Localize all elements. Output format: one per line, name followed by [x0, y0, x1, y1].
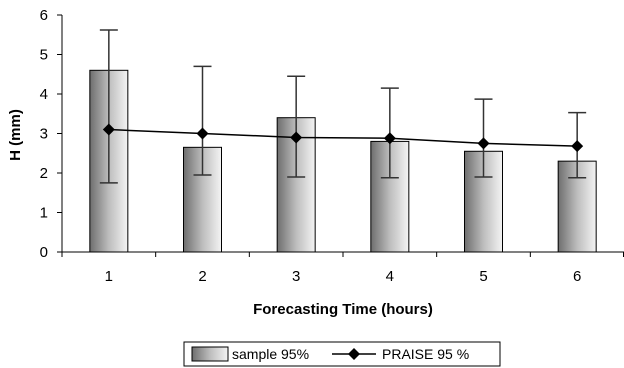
- x-axis-title: Forecasting Time (hours): [253, 301, 433, 318]
- legend-swatch-bar: [191, 346, 229, 362]
- x-tick-label: 2: [198, 268, 206, 285]
- x-tick-label: 4: [386, 268, 394, 285]
- y-tick-label: 6: [40, 7, 48, 24]
- x-tick-label: 6: [573, 268, 581, 285]
- y-tick-label: 1: [40, 205, 48, 222]
- y-tick-label: 0: [40, 244, 48, 261]
- y-tick-label: 2: [40, 165, 48, 182]
- praise-point: [290, 131, 303, 144]
- y-tick-label: 5: [40, 47, 48, 64]
- praise-line: [108, 128, 578, 147]
- legend-label-praise: PRAISE 95 %: [382, 346, 469, 362]
- legend: sample 95% PRAISE 95 %: [183, 341, 501, 367]
- y-tick-label: 3: [40, 126, 48, 143]
- plot-area: [89, 29, 597, 253]
- praise-point: [102, 123, 115, 136]
- legend-label-sample: sample 95%: [232, 346, 309, 362]
- x-tick-label: 5: [479, 268, 487, 285]
- y-axis: 0 1 2 3 4 5 6: [40, 7, 63, 261]
- praise-point: [196, 127, 209, 140]
- y-axis-title: H (mm): [7, 109, 24, 161]
- x-tick-label: 3: [292, 268, 300, 285]
- praise-point: [383, 132, 396, 145]
- x-tick-label: 1: [105, 268, 113, 285]
- praise-point: [477, 137, 490, 150]
- praise-point: [571, 140, 584, 153]
- bar: [370, 140, 410, 253]
- y-tick-label: 4: [40, 86, 48, 103]
- x-axis: 1 2 3 4 5 6: [61, 251, 624, 285]
- legend-diamond-marker: [348, 348, 360, 360]
